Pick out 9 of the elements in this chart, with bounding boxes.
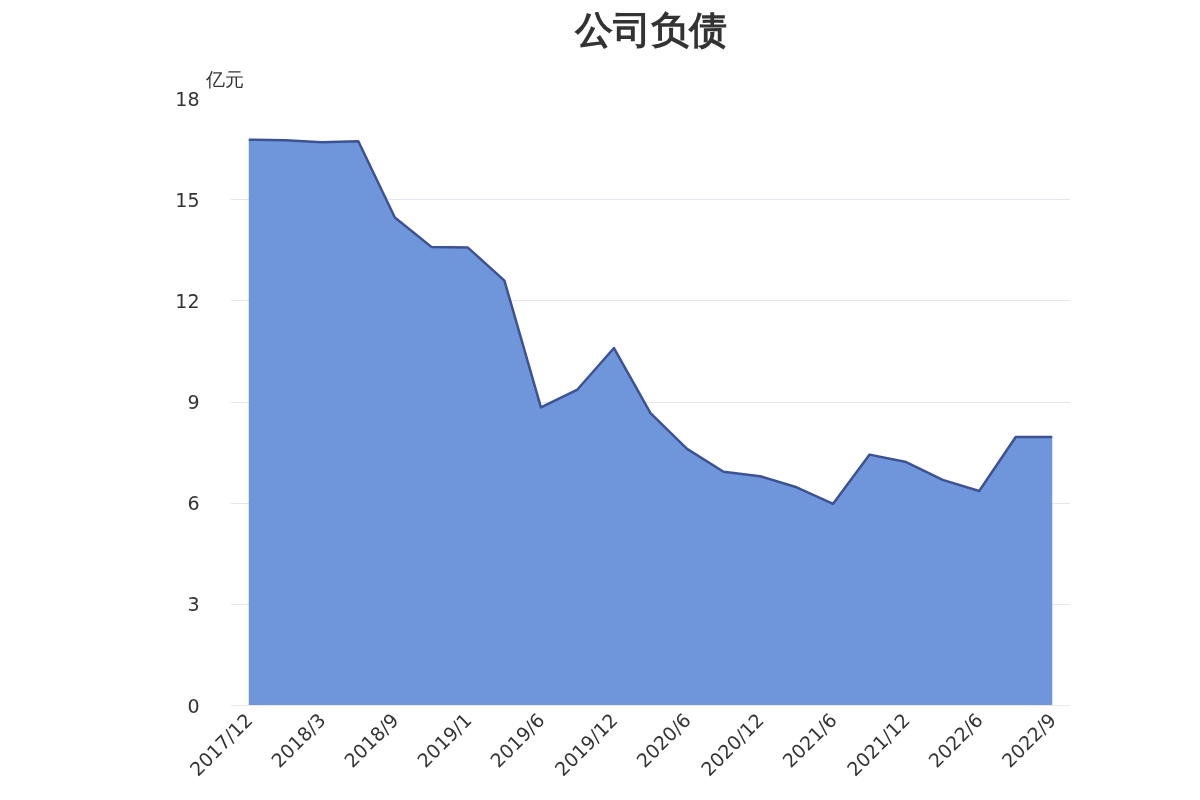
y-tick-label: 15: [175, 188, 200, 211]
y-tick-label: 6: [187, 492, 200, 515]
chart-title: 公司负债: [573, 7, 727, 52]
y-tick-label: 18: [175, 87, 200, 110]
y-tick-label: 0: [187, 694, 200, 717]
y-axis-title: 亿元: [204, 67, 244, 90]
y-tick-label: 9: [187, 391, 200, 413]
y-tick-label: 12: [175, 289, 200, 312]
y-tick-label: 3: [187, 593, 200, 616]
